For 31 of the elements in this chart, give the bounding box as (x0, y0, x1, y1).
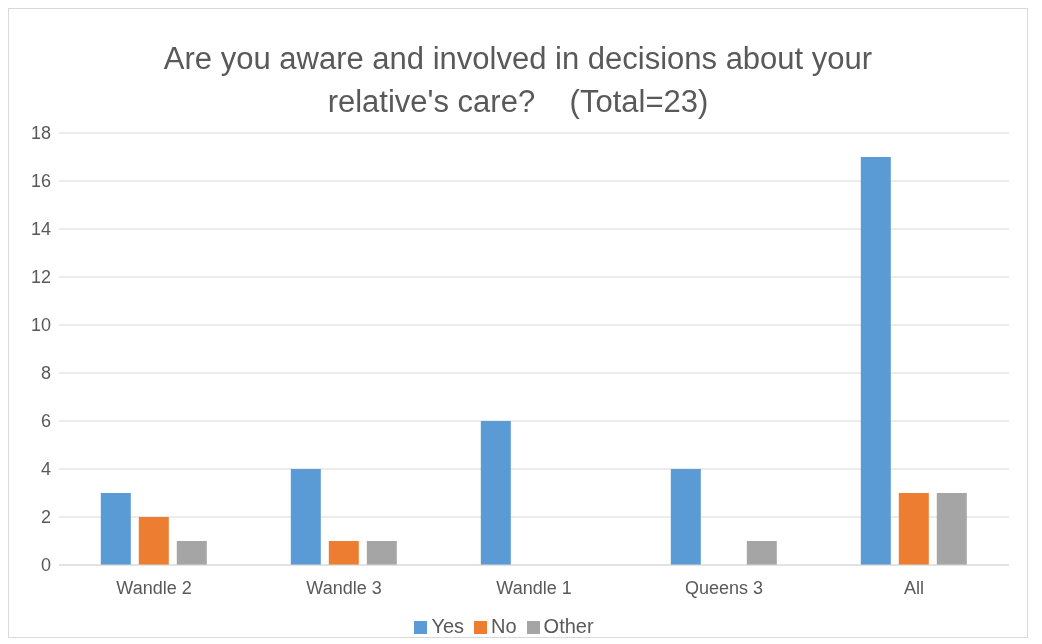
legend-label: No (491, 615, 517, 637)
bar (936, 493, 967, 565)
x-tick-label: All (903, 577, 925, 598)
x-tick-label: Wandle 2 (116, 577, 192, 598)
bar (366, 541, 397, 565)
y-tick-label: 16 (30, 171, 51, 192)
x-tick-label: Queens 3 (684, 577, 764, 598)
legend-label: Other (543, 615, 594, 637)
legend-label: Yes (431, 615, 465, 637)
y-tick-label: 6 (40, 411, 51, 432)
y-tick-label: 4 (40, 459, 51, 480)
bar (860, 157, 891, 565)
y-tick-label: 18 (30, 123, 51, 144)
bar (746, 541, 777, 565)
y-tick-label: 8 (40, 363, 51, 384)
bar (480, 421, 511, 565)
bar (290, 469, 321, 565)
y-tick-label: 10 (30, 315, 51, 336)
bar (898, 493, 929, 565)
bar (138, 517, 169, 565)
x-tick-label: Wandle 1 (496, 577, 572, 598)
bar (670, 469, 701, 565)
y-tick-label: 2 (40, 507, 51, 528)
y-tick-label: 12 (30, 267, 51, 288)
bar (176, 541, 207, 565)
y-tick-label: 0 (40, 555, 51, 576)
chart-title: Are you aware and involved in decisions about your relative's care? (Total=23) (162, 40, 874, 121)
y-tick-label: 14 (30, 219, 51, 240)
bar (100, 493, 131, 565)
x-tick-label: Wandle 3 (306, 577, 382, 598)
bar (328, 541, 359, 565)
